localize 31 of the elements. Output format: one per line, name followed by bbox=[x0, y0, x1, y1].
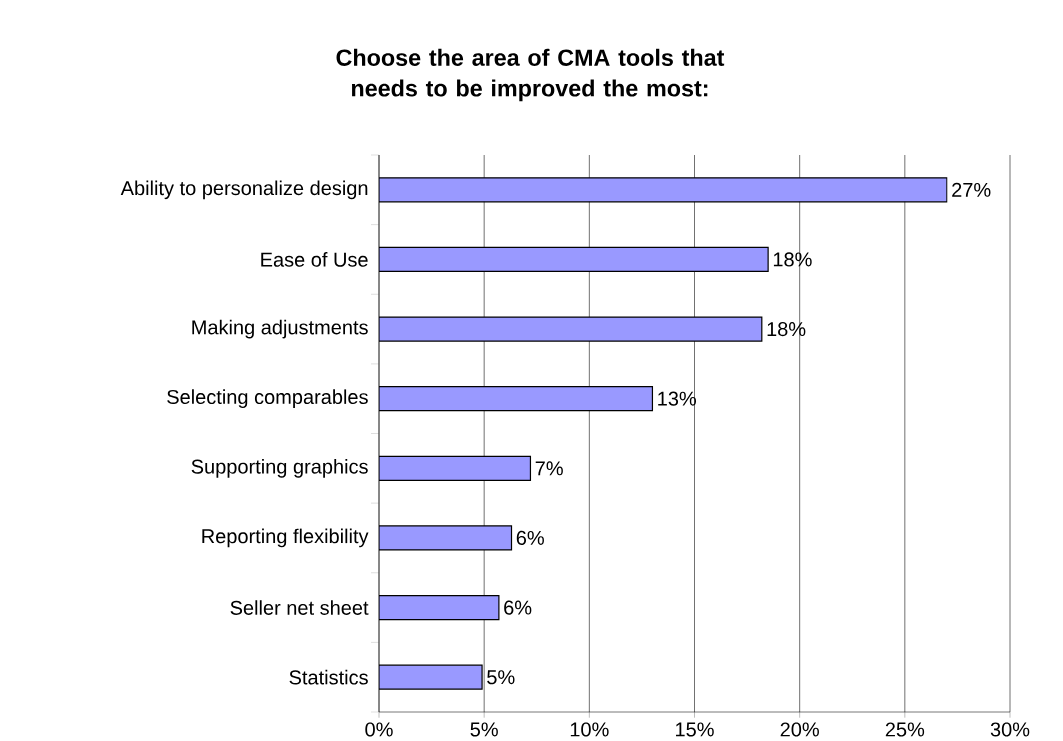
bar bbox=[379, 177, 948, 203]
data-label: 7% bbox=[535, 461, 563, 476]
y-tick-label: Ability to personalize design bbox=[120, 180, 368, 200]
data-label: 18% bbox=[767, 321, 806, 337]
data-label: 27% bbox=[952, 182, 991, 197]
x-tick-label: 5% bbox=[470, 722, 498, 737]
y-tick-label: Seller net sheet bbox=[230, 600, 369, 615]
x-tick-label: 10% bbox=[570, 722, 609, 737]
bar bbox=[379, 455, 532, 481]
data-label: 18% bbox=[773, 252, 812, 267]
x-tick-label: 0% bbox=[365, 722, 393, 737]
x-tick-label: 25% bbox=[885, 722, 925, 737]
x-tick-label: 15% bbox=[676, 722, 714, 737]
y-tick-label: Selecting comparables bbox=[167, 389, 368, 408]
bar bbox=[379, 316, 763, 342]
bar bbox=[379, 664, 483, 690]
data-label: 5% bbox=[487, 670, 515, 685]
y-tick-label: Supporting graphics bbox=[191, 458, 368, 478]
bar bbox=[379, 386, 654, 412]
data-label: 6% bbox=[504, 600, 532, 615]
y-tick-label: Statistics bbox=[289, 669, 368, 685]
y-tick-label: Making adjustments bbox=[192, 319, 368, 339]
bar bbox=[379, 594, 500, 621]
x-tick-label: 20% bbox=[780, 722, 819, 737]
data-label: 6% bbox=[516, 530, 544, 546]
y-tick-label: Ease of Use bbox=[261, 252, 368, 267]
chart-title: Choose the area of CMA tools that needs to be improved the most: bbox=[336, 48, 725, 102]
bar bbox=[379, 525, 513, 551]
bar bbox=[379, 246, 769, 273]
y-tick-label: Reporting flexibility bbox=[202, 528, 369, 548]
x-tick-label: 30% bbox=[990, 722, 1030, 737]
